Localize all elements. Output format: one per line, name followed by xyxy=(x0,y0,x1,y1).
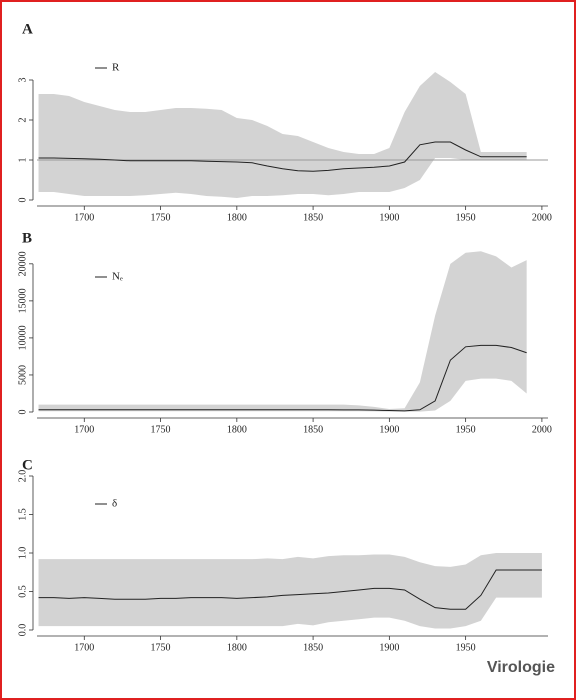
x-tick-label: 1750 xyxy=(151,212,171,223)
panel-label: A xyxy=(22,21,33,37)
x-tick-label: 1900 xyxy=(379,212,399,223)
x-tick-label: 1700 xyxy=(74,642,94,653)
x-tick-label: 1850 xyxy=(303,212,323,223)
panel-label: B xyxy=(22,230,32,246)
x-tick-label: 1900 xyxy=(379,642,399,653)
credible-band xyxy=(38,553,542,629)
x-tick-label: 2000 xyxy=(532,212,552,223)
y-tick-label: 0 xyxy=(17,198,28,203)
x-tick-label: 1750 xyxy=(151,642,171,653)
y-tick-label: 5000 xyxy=(17,365,28,385)
x-tick-label: 1950 xyxy=(456,212,476,223)
legend-label: Nₑ xyxy=(112,271,123,283)
y-tick-label: 2 xyxy=(17,118,28,123)
y-tick-label: 20000 xyxy=(17,251,28,276)
y-tick-label: 0.0 xyxy=(17,624,28,637)
y-tick-label: 10000 xyxy=(17,325,28,350)
y-tick-label: 0.5 xyxy=(17,585,28,598)
x-tick-label: 1700 xyxy=(74,424,94,435)
credible-band xyxy=(38,72,527,198)
legend-label: R xyxy=(112,62,120,74)
x-tick-label: 1750 xyxy=(151,424,171,435)
median-line xyxy=(38,569,542,610)
median-line xyxy=(38,141,527,172)
x-tick-label: 1800 xyxy=(227,424,247,435)
credible-band xyxy=(38,251,527,412)
x-tick-label: 2000 xyxy=(532,424,552,435)
x-tick-label: 1850 xyxy=(303,424,323,435)
x-tick-label: 1800 xyxy=(227,642,247,653)
median-line xyxy=(38,344,527,412)
y-tick-label: 15000 xyxy=(17,288,28,313)
x-tick-label: 1800 xyxy=(227,212,247,223)
y-tick-label: 3 xyxy=(17,78,28,83)
legend-label: δ xyxy=(112,498,117,510)
x-tick-label: 1950 xyxy=(456,424,476,435)
y-tick-label: 1.0 xyxy=(17,547,28,560)
x-tick-label: 1850 xyxy=(303,642,323,653)
y-tick-label: 2.0 xyxy=(17,470,28,483)
y-tick-label: 0 xyxy=(17,410,28,415)
panel-label: C xyxy=(22,457,33,473)
logo: Virologie xyxy=(487,659,555,676)
x-tick-label: 1900 xyxy=(379,424,399,435)
y-tick-label: 1.5 xyxy=(17,508,28,521)
y-tick-label: 1 xyxy=(17,158,28,163)
x-tick-label: 1700 xyxy=(74,212,94,223)
x-tick-label: 1950 xyxy=(456,642,476,653)
